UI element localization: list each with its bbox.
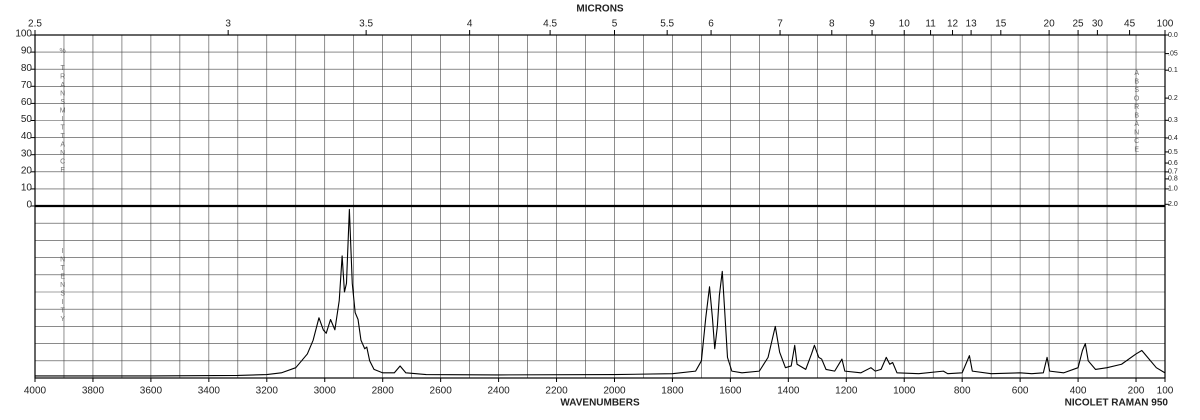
y2-tick-label: 0.1 bbox=[1168, 67, 1178, 74]
x-tick-label: 3800 bbox=[82, 386, 105, 397]
x-tick-label: 1000 bbox=[893, 386, 916, 397]
x2-tick-label: 13 bbox=[966, 19, 978, 30]
x-tick-label: 400 bbox=[1070, 386, 1087, 397]
y2-axis-title: ABSORBANCE bbox=[1133, 70, 1140, 155]
x2-tick-label: 45 bbox=[1124, 19, 1136, 30]
x-tick-label: 3200 bbox=[256, 386, 279, 397]
x2-tick-label: 100 bbox=[1157, 19, 1174, 30]
x2-tick-label: 25 bbox=[1073, 19, 1085, 30]
x2-tick-label: 2.5 bbox=[28, 19, 42, 30]
x2-tick-label: 9 bbox=[869, 19, 875, 30]
y-tick-label: 20 bbox=[21, 165, 33, 176]
x2-tick-label: 8 bbox=[829, 19, 835, 30]
y2-tick-label: 1.0 bbox=[1168, 186, 1178, 193]
x2-tick-label: 15 bbox=[995, 19, 1007, 30]
y2-tick-label: .05 bbox=[1168, 50, 1178, 57]
x2-tick-label: 6 bbox=[708, 19, 714, 30]
y2-tick-label: 0.0 bbox=[1168, 32, 1178, 39]
x2-tick-label: 11 bbox=[925, 19, 936, 30]
intensity-title: INTENSITY bbox=[59, 248, 66, 325]
y-tick-label: 90 bbox=[21, 46, 33, 57]
x2-tick-label: 4.5 bbox=[543, 19, 557, 30]
y2-tick-label: 0.5 bbox=[1168, 149, 1178, 156]
x-tick-label: 600 bbox=[1012, 386, 1029, 397]
x2-tick-label: 3.5 bbox=[359, 19, 373, 30]
x2-tick-label: 10 bbox=[899, 19, 911, 30]
y2-tick-label: 0.8 bbox=[1168, 176, 1178, 183]
x2-tick-label: 7 bbox=[777, 19, 783, 30]
y2-tick-label: 0.2 bbox=[1168, 95, 1178, 102]
y-tick-label: 70 bbox=[21, 80, 33, 91]
spectrum-line bbox=[35, 208, 1166, 377]
x-tick-label: 2400 bbox=[487, 386, 510, 397]
x2-axis-title: MICRONS bbox=[576, 4, 624, 15]
x2-tick-label: 4 bbox=[467, 19, 473, 30]
x2-tick-label: 30 bbox=[1092, 19, 1104, 30]
y-tick-label: 60 bbox=[21, 97, 33, 108]
x-tick-label: 3600 bbox=[140, 386, 163, 397]
y2-tick-label: 0.4 bbox=[1168, 135, 1178, 142]
y-tick-label: 80 bbox=[21, 63, 33, 74]
y-tick-label: 50 bbox=[21, 114, 33, 125]
x-tick-label: 1600 bbox=[719, 386, 742, 397]
x-tick-label: 3000 bbox=[314, 386, 337, 397]
x-tick-label: 3400 bbox=[198, 386, 221, 397]
y-tick-label: 0 bbox=[26, 200, 32, 211]
x-tick-label: 2000 bbox=[603, 386, 626, 397]
x-tick-label: 2800 bbox=[372, 386, 395, 397]
y-tick-label: 30 bbox=[21, 148, 33, 159]
x-tick-label: 1400 bbox=[777, 386, 800, 397]
x-axis-title: WAVENUMBERS bbox=[560, 398, 640, 409]
y2-tick-label: 0.7 bbox=[1168, 169, 1178, 176]
x2-tick-label: 3 bbox=[225, 19, 231, 30]
y-tick-label: 40 bbox=[21, 131, 33, 142]
x-tick-label: 1800 bbox=[661, 386, 684, 397]
x2-tick-label: 12 bbox=[947, 19, 959, 30]
x2-tick-label: 5.5 bbox=[660, 19, 674, 30]
x-tick-label: 2600 bbox=[430, 386, 453, 397]
x-tick-label: 2200 bbox=[545, 386, 568, 397]
x-tick-label: 100 bbox=[1157, 386, 1174, 397]
x2-tick-label: 5 bbox=[612, 19, 618, 30]
x-tick-label: 800 bbox=[954, 386, 971, 397]
y2-tick-label: 0.6 bbox=[1168, 160, 1178, 167]
y-axis-title: % TRANSMITTANCE bbox=[59, 48, 66, 176]
footer: NICOLET RAMAN 950 bbox=[1065, 398, 1169, 409]
x-tick-label: 4000 bbox=[24, 386, 47, 397]
y-tick-label: 100 bbox=[15, 29, 32, 40]
y2-tick-label: 2.0 bbox=[1168, 201, 1178, 208]
y-tick-label: 10 bbox=[21, 183, 33, 194]
y2-tick-label: 0.3 bbox=[1168, 117, 1178, 124]
x2-tick-label: 20 bbox=[1044, 19, 1056, 30]
x-tick-label: 1200 bbox=[835, 386, 858, 397]
x-tick-label: 200 bbox=[1128, 386, 1145, 397]
